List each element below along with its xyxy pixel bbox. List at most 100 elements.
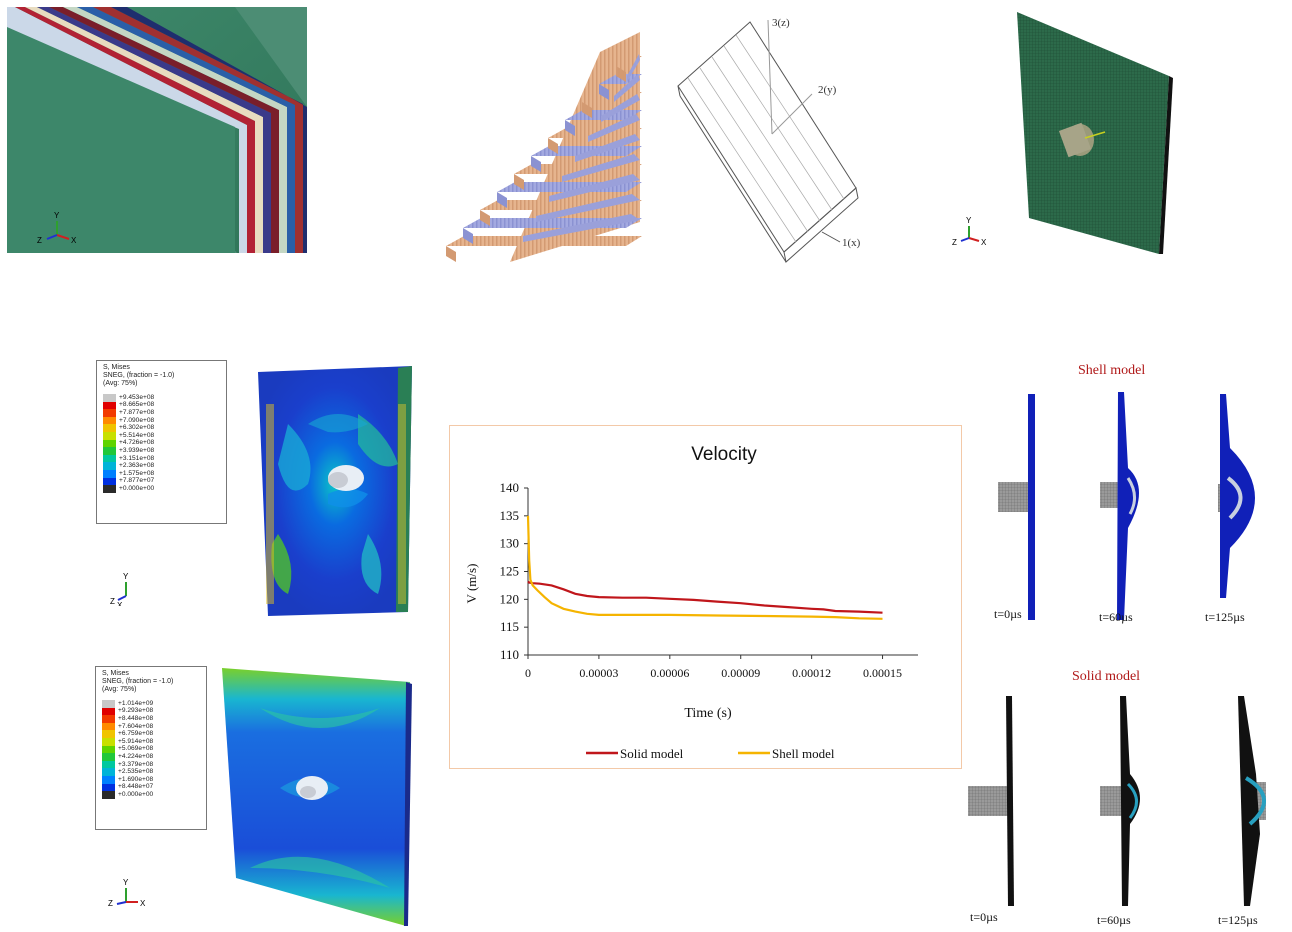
legend-title-line1: S, Mises	[103, 364, 130, 371]
legend-entry: +8.448e+08	[96, 715, 206, 723]
velocity-chart-frame: Velocity 110 115 120 125 130 135 140 0 0.00003 0.0…	[449, 425, 962, 769]
legend-swatch	[103, 409, 116, 417]
legend-label: Solid model	[620, 746, 684, 761]
velocity-chart: Velocity 110 115 120 125 130 135 140 0 0.00003 0.0…	[464, 444, 918, 761]
legend-entry: +6.759e+08	[96, 730, 206, 738]
legend-swatch	[102, 745, 115, 754]
legend-swatch	[102, 707, 115, 716]
legend-value: +4.726e+08	[119, 439, 155, 447]
x-tick-label: 0.00015	[863, 666, 902, 680]
legend-value: +0.000e+00	[118, 790, 154, 798]
x-tick-label: 0.00012	[792, 666, 831, 680]
y-axis-label: V (m/s)	[464, 564, 479, 604]
chart-title: Velocity	[691, 444, 757, 465]
legend-value: +0.000e+00	[119, 484, 155, 492]
legend-value: +8.448e+08	[118, 714, 154, 722]
legend-entry: +7.877e+08	[97, 409, 226, 417]
stress-legend-shell: S, Mises SNEG, (fraction = -1.0) (Avg: 7…	[96, 360, 227, 524]
axis-2y-label: 2(y)	[818, 84, 837, 96]
stress-contour-solid-plate	[222, 668, 412, 926]
meshed-plate-projectile: Y X Z	[952, 12, 1173, 254]
axis-label-z: Z	[37, 236, 42, 245]
legend-swatch	[102, 715, 115, 723]
solid-time-0: t=0µs	[970, 910, 998, 924]
legend-swatch	[102, 783, 115, 792]
stress-legend-solid: S, Mises SNEG, (fraction = -1.0) (Avg: 7…	[95, 666, 207, 830]
y-tick-label: 125	[500, 564, 520, 579]
legend-title-line3: (Avg: 75%)	[102, 686, 137, 693]
legend-entry: +8.665e+08	[97, 401, 226, 410]
legend-swatch	[103, 447, 116, 455]
legend-value: +3.939e+08	[119, 446, 155, 454]
legend-value: +7.877e+08	[119, 408, 155, 416]
legend-value: +5.514e+08	[119, 431, 155, 439]
y-tick-label: 120	[500, 591, 520, 606]
legend-swatch	[103, 401, 116, 410]
legend-value: +9.293e+08	[118, 707, 154, 715]
legend-swatch	[103, 424, 116, 432]
legend-swatch	[103, 469, 116, 478]
shell-time-60: t=60µs	[1099, 610, 1133, 624]
legend-value: +1.014e+09	[118, 699, 154, 707]
axis-label-x: X	[71, 236, 77, 245]
svg-text:Z: Z	[110, 597, 115, 606]
material-coordinate-block: 3(z) 2(y) 1(x)	[677, 17, 861, 263]
legend-entry: +6.302e+08	[97, 424, 226, 432]
legend-entry: +9.453e+08	[97, 394, 226, 402]
legend-value: +4.224e+08	[118, 752, 154, 760]
legend-swatch	[103, 394, 116, 402]
legend-entry: +9.293e+08	[96, 707, 206, 716]
legend-entry: +2.363e+08	[97, 462, 226, 470]
legend-entry: +8.448e+07	[96, 783, 206, 792]
legend-swatch	[103, 477, 116, 486]
legend-entry: +0.000e+00	[97, 485, 226, 493]
legend-swatch	[102, 768, 115, 776]
shell-deformation-sequence	[998, 392, 1255, 620]
legend-entry: +4.726e+08	[97, 439, 226, 448]
legend-title-line2: SNEG, (fraction = -1.0)	[102, 678, 174, 685]
laminate-corner-model: Y X Z	[7, 7, 307, 253]
stress-contour-shell-plate	[258, 366, 412, 616]
legend-swatch	[102, 791, 115, 799]
legend-entry: +5.914e+08	[96, 738, 206, 746]
legend-value: +5.914e+08	[118, 737, 154, 745]
x-tick-label: 0.00003	[579, 666, 618, 680]
legend-entry: +7.604e+08	[96, 723, 206, 731]
legend-entry: +5.514e+08	[97, 432, 226, 440]
legend-value: +7.090e+08	[119, 416, 155, 424]
legend-swatch	[102, 753, 115, 761]
legend-value: +8.448e+07	[118, 783, 154, 791]
x-tick-label: 0.00009	[721, 666, 760, 680]
axis-triad-icon-shell: Y Z X	[110, 572, 129, 606]
legend-title-line3: (Avg: 75%)	[103, 380, 138, 387]
legend-value: +7.604e+08	[118, 722, 154, 730]
legend-entry: +1.575e+08	[97, 470, 226, 478]
legend-value: +1.690e+08	[118, 775, 154, 783]
axis-triad-icon-2: Y X Z	[952, 216, 987, 247]
legend-value: +9.453e+08	[119, 393, 155, 401]
solid-time-125: t=125µs	[1218, 913, 1258, 927]
legend-entry: +4.224e+08	[96, 753, 206, 761]
legend-title-line2: SNEG, (fraction = -1.0)	[103, 372, 175, 379]
legend-entry: +5.069e+08	[96, 745, 206, 754]
legend-swatch	[102, 760, 115, 769]
svg-text:X: X	[140, 899, 146, 908]
shell-time-0: t=0µs	[994, 607, 1022, 621]
legend-value: +8.665e+08	[119, 401, 155, 409]
x-tick-label: 0	[525, 666, 531, 680]
solid-model-caption: Solid model	[1072, 669, 1141, 684]
stepped-ply-stack	[446, 32, 642, 262]
legend-value: +3.151e+08	[119, 454, 155, 462]
solid-time-60: t=60µs	[1097, 913, 1131, 927]
series-line-solid	[527, 580, 883, 614]
svg-text:X: X	[117, 601, 123, 606]
legend-swatch	[102, 722, 115, 731]
legend-value: +3.379e+08	[118, 760, 154, 768]
legend-value: +2.363e+08	[119, 462, 155, 470]
y-tick-label: 115	[500, 619, 519, 634]
axis-triad-icon: Y X Z	[37, 211, 77, 245]
svg-text:Z: Z	[108, 899, 113, 908]
y-tick-label: 110	[500, 647, 519, 662]
legend-swatch	[103, 462, 116, 470]
legend-label: Shell model	[772, 746, 835, 761]
